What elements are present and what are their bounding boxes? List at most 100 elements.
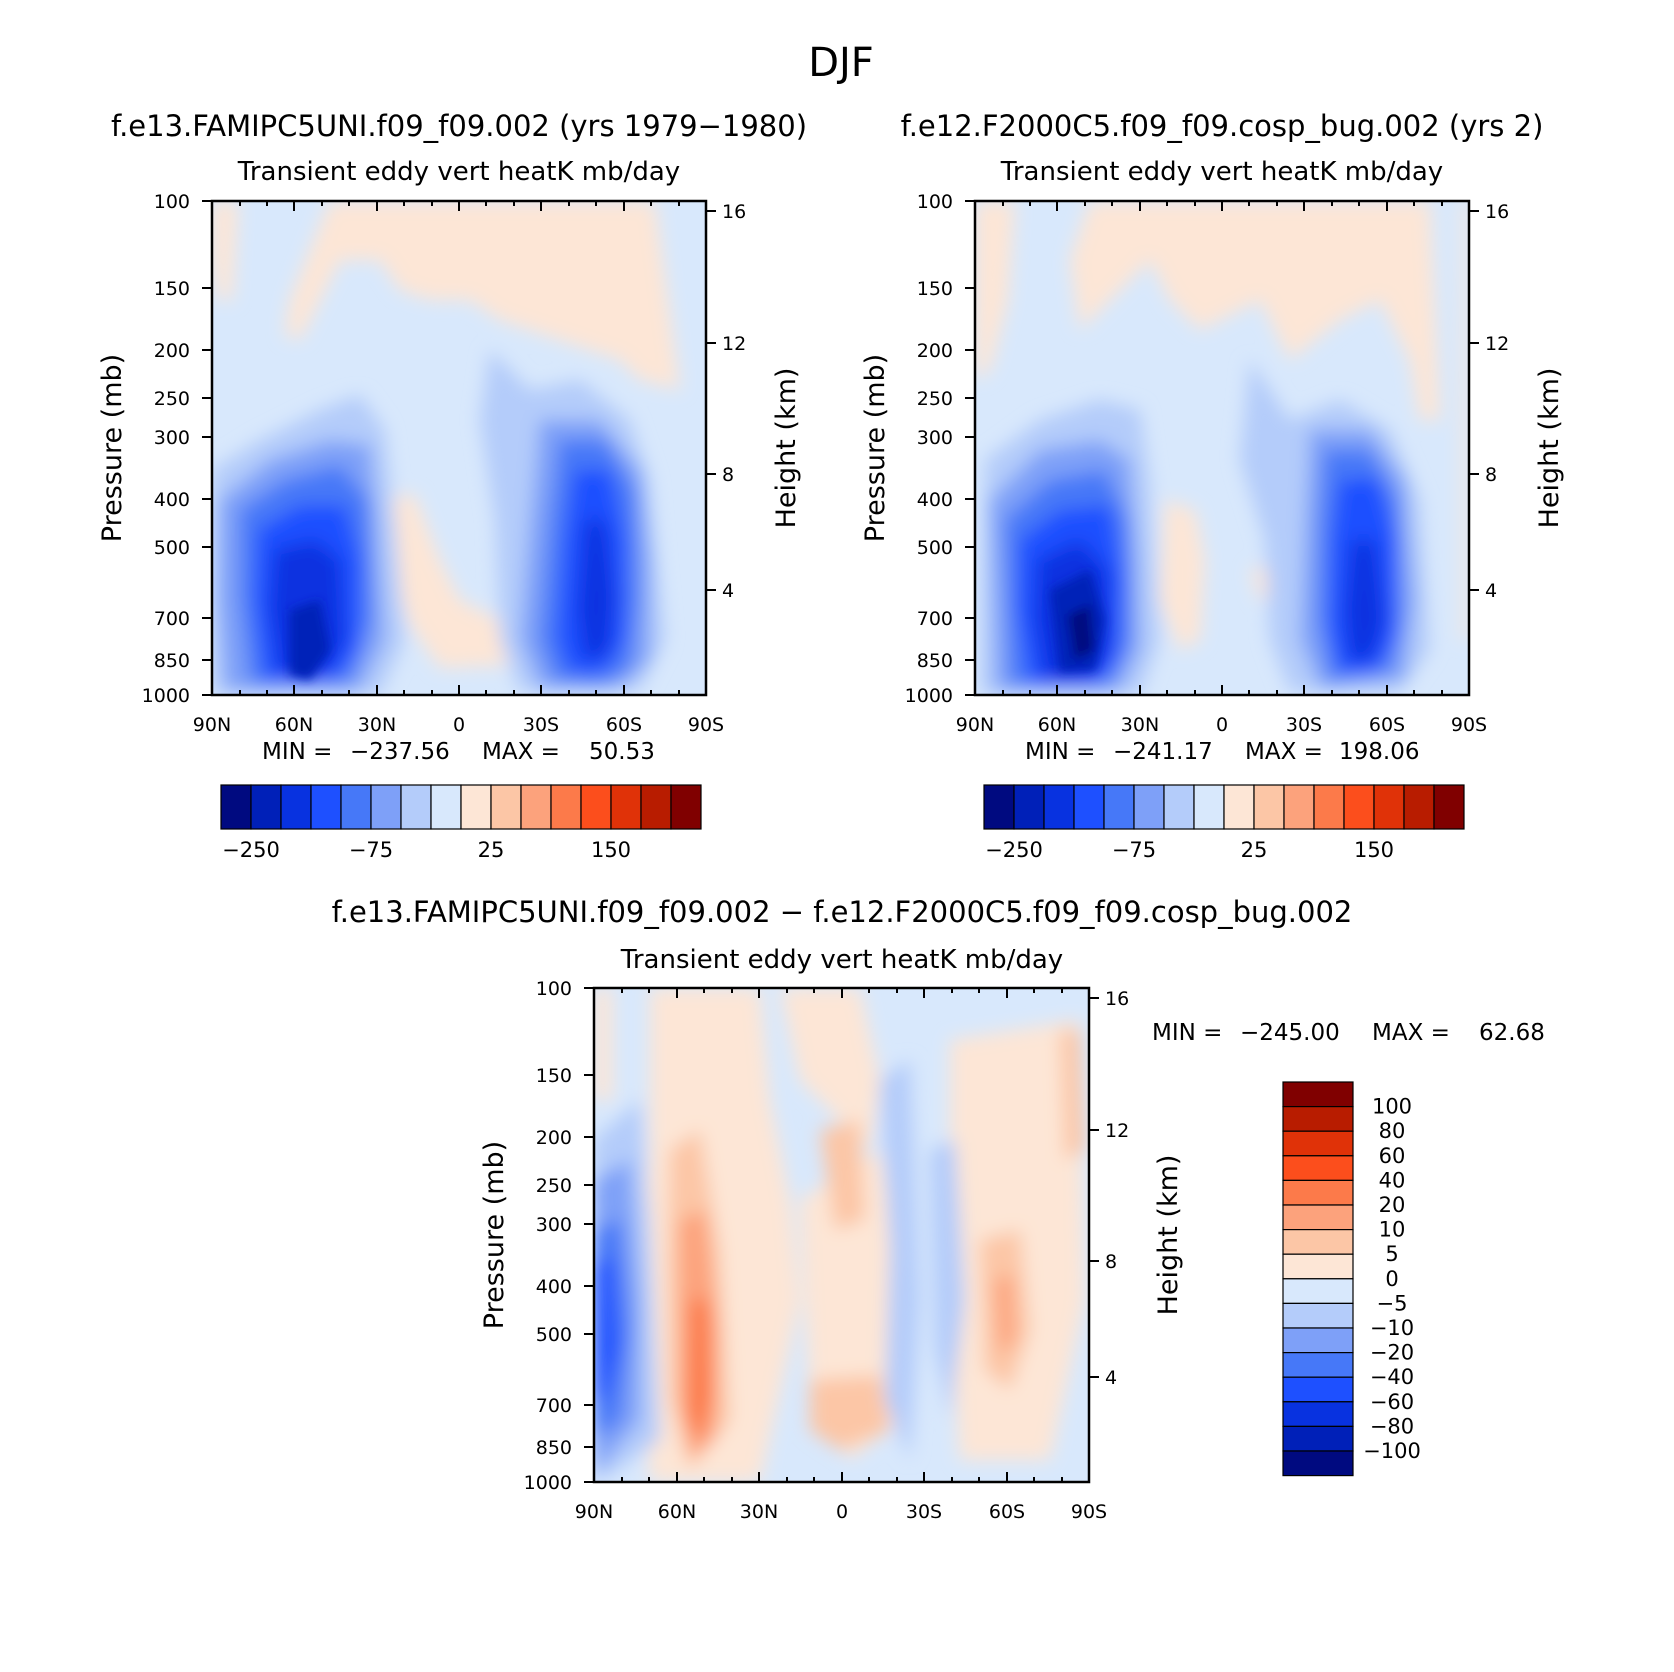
colorbar-bin — [1313, 784, 1345, 830]
y-axis-label: Pressure (mb) — [479, 1141, 510, 1329]
x-tick-label: 90S — [1071, 1501, 1107, 1523]
min-label: MIN = — [262, 739, 332, 765]
min-value: −241.17 — [1113, 739, 1213, 765]
max-label: MAX = — [482, 739, 560, 765]
y-tick-label: 700 — [154, 608, 190, 630]
colorbar-label: −60 — [1370, 1390, 1414, 1414]
y-tick-label: 100 — [154, 191, 190, 213]
y-right-tick-labels: 4 8 12 16 — [1105, 988, 1129, 1389]
colorbar-bin — [1282, 1425, 1354, 1452]
colorbar-bin — [1133, 784, 1165, 830]
contour-field — [594, 988, 1089, 1482]
x-tick-label: 0 — [453, 714, 465, 736]
max-value: 62.68 — [1479, 1020, 1545, 1046]
y-right-ticks — [706, 210, 716, 591]
colorbar-bin — [340, 784, 372, 830]
positive-region-upper — [1070, 201, 1440, 420]
y-tick-label: 1000 — [142, 685, 190, 707]
colorbar-bin — [430, 784, 462, 830]
colorbar-bin — [580, 784, 612, 830]
negative-band-tropics-0 — [880, 1060, 920, 1460]
axes — [202, 200, 716, 696]
colorbar-label: −40 — [1370, 1365, 1414, 1389]
y-right-tick-labels: 4 8 12 16 — [722, 201, 746, 602]
colorbar-label: 0 — [1385, 1267, 1398, 1291]
x-tick-label: 60S — [606, 714, 642, 736]
colorbar-bin — [1282, 1401, 1354, 1428]
colorbar-bin — [1282, 1327, 1354, 1354]
negative-band-sh-4 — [1345, 540, 1385, 660]
x-minor-ticks — [1002, 201, 1443, 695]
y-tick-label: 100 — [917, 191, 953, 213]
colorbar-bin — [280, 784, 312, 830]
y-right-tick-label: 12 — [1105, 1120, 1129, 1142]
x-tick-label: 60S — [1369, 714, 1405, 736]
positive-band-tropics-1 — [810, 1375, 890, 1450]
x-tick-label: 30S — [906, 1501, 942, 1523]
panel-subtitle: Transient eddy vert heatK mb/day — [620, 945, 1063, 975]
y-right-tick-label: 4 — [1105, 1367, 1117, 1389]
x-tick-label: 0 — [836, 1501, 848, 1523]
colorbar-bin — [1283, 784, 1315, 830]
axes — [965, 200, 1479, 696]
colorbar-label: −10 — [1370, 1316, 1414, 1340]
y-tick-label: 150 — [536, 1065, 572, 1087]
y-right-tick-label: 8 — [1105, 1251, 1117, 1273]
y-ticks — [965, 200, 975, 696]
colorbar-bin — [1253, 784, 1285, 830]
negative-band-nh-6 — [1068, 605, 1094, 660]
colorbar-label: 10 — [1379, 1218, 1406, 1242]
positive-band-edge — [1060, 1030, 1085, 1160]
max-value: 198.06 — [1339, 739, 1419, 765]
positive-region-left — [975, 201, 1015, 380]
colorbar-bin — [1282, 1155, 1354, 1182]
contour-field — [975, 201, 1469, 695]
positive-region-subtropics — [1160, 500, 1205, 650]
x-tick-label: 90S — [688, 714, 724, 736]
positive-band-tropics-2 — [820, 1120, 865, 1230]
min-value: −237.56 — [350, 739, 450, 765]
positive-region-edge — [594, 988, 612, 1100]
y-right-tick-label: 16 — [1105, 988, 1129, 1010]
y-axis-label: Pressure (mb) — [860, 354, 891, 542]
colorbar-bin — [1043, 784, 1075, 830]
colorbar — [983, 784, 1465, 830]
colorbar-bin — [1282, 1450, 1354, 1477]
x-tick-label: 90S — [1451, 714, 1487, 736]
negative-band-sh-0 — [930, 1140, 965, 1420]
colorbar-label: 20 — [1379, 1193, 1406, 1217]
positive-region-upper — [780, 988, 880, 1150]
y-tick-label: 850 — [154, 650, 190, 672]
y-axis-label-right: Height (km) — [771, 368, 802, 529]
colorbar-bin — [310, 784, 342, 830]
stats-line: MIN = −241.17 MAX = 198.06 — [1025, 739, 1419, 765]
x-tick-label: 60N — [1038, 714, 1076, 736]
panel-control: f.e12.F2000C5.f09_f09.cosp_bug.002 (yrs … — [860, 109, 1565, 862]
colorbar-bin — [1163, 784, 1195, 830]
panel-difference: f.e13.FAMIPC5UNI.f09_f09.002 − f.e12.F20… — [332, 895, 1545, 1523]
x-major-ticks — [593, 988, 1090, 1482]
y-right-tick-label: 12 — [722, 333, 746, 355]
colorbar-label: 150 — [1354, 838, 1394, 862]
colorbar-bin — [220, 784, 252, 830]
colorbar-label: 60 — [1379, 1144, 1406, 1168]
colorbar-bin — [983, 784, 1015, 830]
x-tick-labels: 90N 60N 30N 0 30S 60S 90S — [956, 714, 1487, 736]
colorbar-label: −5 — [1377, 1291, 1408, 1315]
y-tick-label: 500 — [154, 537, 190, 559]
colorbar-bin — [1282, 1105, 1354, 1132]
colorbar-label: −20 — [1370, 1341, 1414, 1365]
y-tick-label: 1000 — [524, 1472, 572, 1494]
y-tick-label: 500 — [917, 537, 953, 559]
y-right-tick-label: 8 — [1485, 464, 1497, 486]
negative-band-sh-4 — [578, 520, 615, 660]
y-tick-label: 300 — [154, 427, 190, 449]
y-tick-label: 700 — [917, 608, 953, 630]
colorbar-labels: −250 −75 25 150 — [222, 838, 631, 862]
colorbar-bin — [1373, 784, 1405, 830]
contour-field — [212, 201, 706, 695]
y-tick-labels: 100 150 200 250 300 400 500 700 850 1000 — [142, 191, 190, 707]
colorbar — [220, 784, 702, 830]
x-minor-ticks — [239, 201, 680, 695]
